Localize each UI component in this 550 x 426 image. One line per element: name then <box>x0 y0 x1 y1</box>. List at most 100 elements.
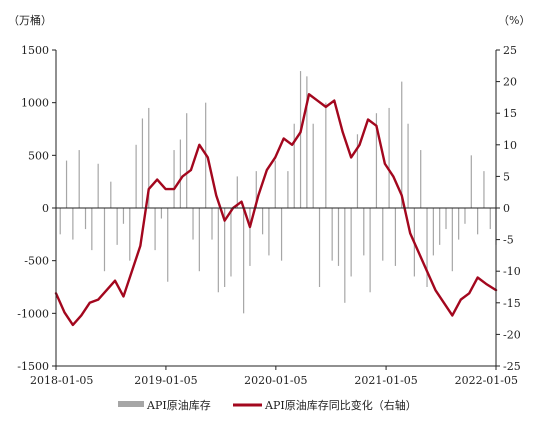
x-tick-label: 2021-01-05 <box>354 374 417 387</box>
inventory-bar <box>451 208 453 272</box>
inventory-bar <box>236 176 238 208</box>
right-tick-label: 20 <box>503 76 517 89</box>
inventory-bar <box>198 208 200 272</box>
inventory-bar <box>116 208 118 245</box>
inventory-bar <box>382 208 384 261</box>
right-axis-unit: （%） <box>498 14 530 27</box>
inventory-bar <box>192 208 194 240</box>
inventory-bar <box>255 171 257 208</box>
inventory-bar <box>470 155 472 208</box>
inventory-bar <box>173 150 175 208</box>
inventory-bar <box>179 139 181 208</box>
right-tick-label: 10 <box>503 139 517 152</box>
inventory-bar <box>489 208 491 230</box>
inventory-bar <box>135 144 137 208</box>
x-tick-label: 2020-01-05 <box>244 374 307 387</box>
left-tick-label: -1000 <box>17 307 49 320</box>
inventory-bar <box>141 118 144 208</box>
inventory-bar <box>224 208 226 287</box>
inventory-bar <box>312 123 314 208</box>
inventory-bar <box>344 208 346 303</box>
legend-swatch-inventory <box>118 401 144 407</box>
left-tick-label: -1500 <box>17 360 49 373</box>
right-tick-label: -25 <box>503 360 521 373</box>
inventory-bar <box>337 208 340 266</box>
x-tick-label: 2018-01-05 <box>30 374 93 387</box>
inventory-bar <box>458 208 460 240</box>
yoy-change-line <box>54 93 498 327</box>
inventory-bar <box>426 208 428 287</box>
right-tick-label: -20 <box>503 328 521 341</box>
left-tick-label: 0 <box>42 202 49 215</box>
inventory-bar <box>97 163 99 208</box>
inventory-bar <box>160 208 163 219</box>
inventory-bar <box>91 208 93 251</box>
inventory-bar <box>318 208 321 287</box>
inventory-bar <box>280 208 283 261</box>
inventory-bar <box>110 181 112 208</box>
left-tick-label: 1500 <box>21 44 49 57</box>
inventory-bar <box>331 208 333 261</box>
inventory-bar <box>363 208 365 256</box>
inventory-bar <box>230 208 232 277</box>
inventory-bar <box>148 107 150 208</box>
inventory-bar <box>464 208 466 224</box>
inventory-bar <box>274 160 276 208</box>
inventory-bar <box>477 208 479 235</box>
right-tick-label: -15 <box>503 297 521 310</box>
inventory-bar <box>59 208 61 235</box>
inventory-bar <box>103 208 106 272</box>
inventory-bar <box>394 208 397 266</box>
inventory-bar <box>249 208 251 266</box>
inventory-bar <box>350 208 352 277</box>
left-tick-label: -500 <box>24 255 49 268</box>
inventory-bar <box>293 123 295 208</box>
inventory-bar <box>211 208 213 240</box>
right-tick-label: 0 <box>503 202 510 215</box>
inventory-bar <box>420 150 422 208</box>
legend-label-yoy-change: API原油库存同比变化（右轴） <box>264 398 417 412</box>
inventory-bar <box>375 113 378 208</box>
right-tick-label: -10 <box>503 265 521 278</box>
inventory-bar <box>167 208 169 282</box>
x-tick-label: 2022-01-05 <box>455 374 518 387</box>
inventory-bar <box>388 107 390 208</box>
inventory-bar <box>439 208 441 245</box>
right-tick-label: -5 <box>503 234 514 247</box>
x-tick-label: 2019-01-05 <box>134 374 197 387</box>
inventory-bar <box>432 208 434 256</box>
right-tick-label: 25 <box>503 44 517 57</box>
legend: API原油库存 API原油库存同比变化（右轴） <box>118 398 417 412</box>
inventory-bar <box>401 81 403 208</box>
inventory-bar <box>287 171 289 208</box>
inventory-bar <box>72 208 74 240</box>
inventory-bar <box>445 208 447 230</box>
inventory-bar <box>268 208 270 256</box>
inventory-bar <box>325 102 327 208</box>
inventory-bar <box>154 208 156 251</box>
left-axis-unit: （万桶） <box>8 13 52 27</box>
inventory-bar <box>299 71 302 208</box>
inventory-bar <box>356 134 359 208</box>
bars-layer <box>59 71 497 314</box>
left-tick-label: 500 <box>28 149 49 162</box>
inventory-bar <box>262 208 264 235</box>
legend-label-inventory: API原油库存 <box>146 398 211 412</box>
inventory-bar <box>186 113 188 208</box>
inventory-bar <box>407 123 409 208</box>
left-tick-label: 1000 <box>21 97 49 110</box>
inventory-bar <box>369 208 371 293</box>
inventory-bar <box>243 208 245 314</box>
right-tick-label: 15 <box>503 107 517 120</box>
inventory-bar <box>84 208 87 230</box>
inventory-bar <box>129 208 131 261</box>
inventory-bar <box>306 76 308 208</box>
inventory-bar <box>217 208 219 293</box>
inventory-bar <box>122 208 125 224</box>
inventory-bar <box>78 150 80 208</box>
axes-layer: -1500 -1000 -500 0 500 1000 1500 -25 -20 -15 -10 -5… <box>17 44 520 387</box>
inventory-bar <box>483 171 485 208</box>
inventory-bar <box>65 160 68 208</box>
right-tick-label: 5 <box>503 170 510 183</box>
